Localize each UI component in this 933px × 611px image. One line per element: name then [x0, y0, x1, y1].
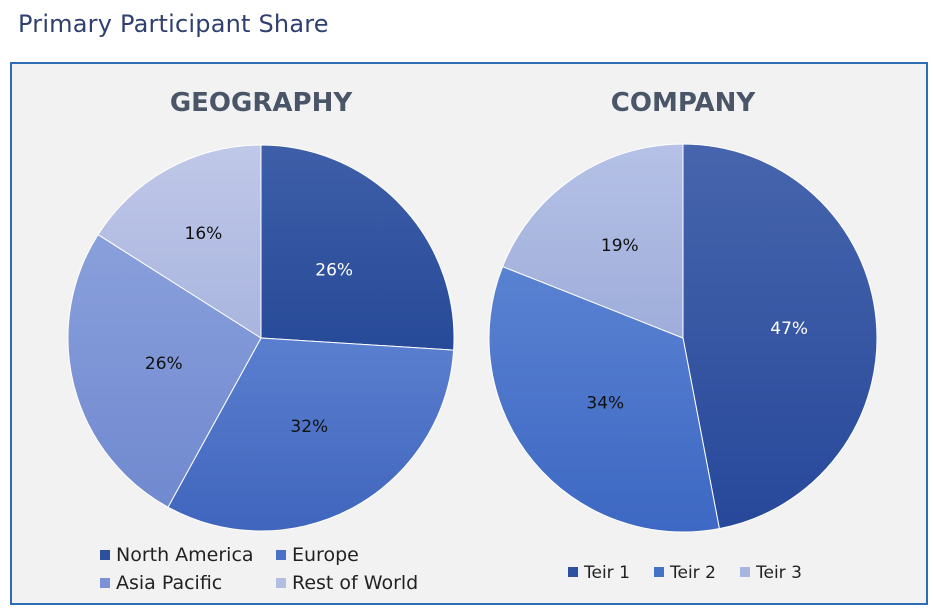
geography-data-label-rest-of-world: 16%: [185, 224, 223, 244]
company-legend-label-teir-1: Teir 1: [583, 563, 630, 583]
geography-legend-swatch-europe: [276, 550, 286, 560]
geography-chart-title: GEOGRAPHY: [170, 88, 354, 118]
geography-legend-label-europe: Europe: [292, 544, 359, 566]
geography-legend-label-rest-of-world: Rest of World: [292, 572, 418, 594]
company-legend-label-teir-2: Teir 2: [669, 563, 716, 583]
geography-legend-swatch-north-america: [100, 550, 110, 560]
geography-legend-label-north-america: North America: [116, 544, 254, 566]
chart-panel: GEOGRAPHY 26% 32% 26% 16% North America Euro…: [10, 62, 928, 605]
company-slice-teir-1: [682, 143, 878, 530]
geography-legend-swatch-asia-pacific: [100, 578, 110, 588]
company-slice-teir-3: [501, 143, 684, 339]
geography-data-label-north-america: 26%: [315, 260, 353, 280]
company-data-label-teir-3: 19%: [601, 236, 639, 256]
company-legend-swatch-teir-3: [740, 567, 750, 577]
charts-canvas: GEOGRAPHY 26% 32% 26% 16% North America Euro…: [67, 88, 878, 594]
page-title: Primary Participant Share: [18, 10, 329, 38]
company-legend-label-teir-3: Teir 3: [755, 563, 802, 583]
geography-pie: 26% 32% 26% 16%: [67, 144, 455, 532]
geography-legend-label-asia-pacific: Asia Pacific: [116, 572, 222, 594]
company-chart-title: COMPANY: [611, 88, 757, 118]
company-data-label-teir-1: 47%: [770, 319, 808, 339]
geography-data-label-asia-pacific: 26%: [145, 354, 183, 374]
company-data-label-teir-2: 34%: [586, 393, 624, 413]
geography-slice-north-america: [260, 144, 455, 351]
geography-slice-rest-of-world: [97, 144, 262, 339]
company-legend-swatch-teir-1: [568, 567, 578, 577]
geography-legend: North America Europe Asia Pacific Rest of W…: [100, 544, 418, 594]
company-pie: 47% 34% 19%: [488, 143, 878, 533]
company-slice-teir-2: [488, 265, 720, 533]
company-legend-swatch-teir-2: [654, 567, 664, 577]
geography-data-label-europe: 32%: [290, 417, 328, 437]
geography-legend-swatch-rest-of-world: [276, 578, 286, 588]
geography-slice-europe: [167, 337, 455, 532]
geography-slice-asia-pacific: [67, 233, 262, 508]
company-legend: Teir 1 Teir 2 Teir 3: [568, 563, 802, 583]
